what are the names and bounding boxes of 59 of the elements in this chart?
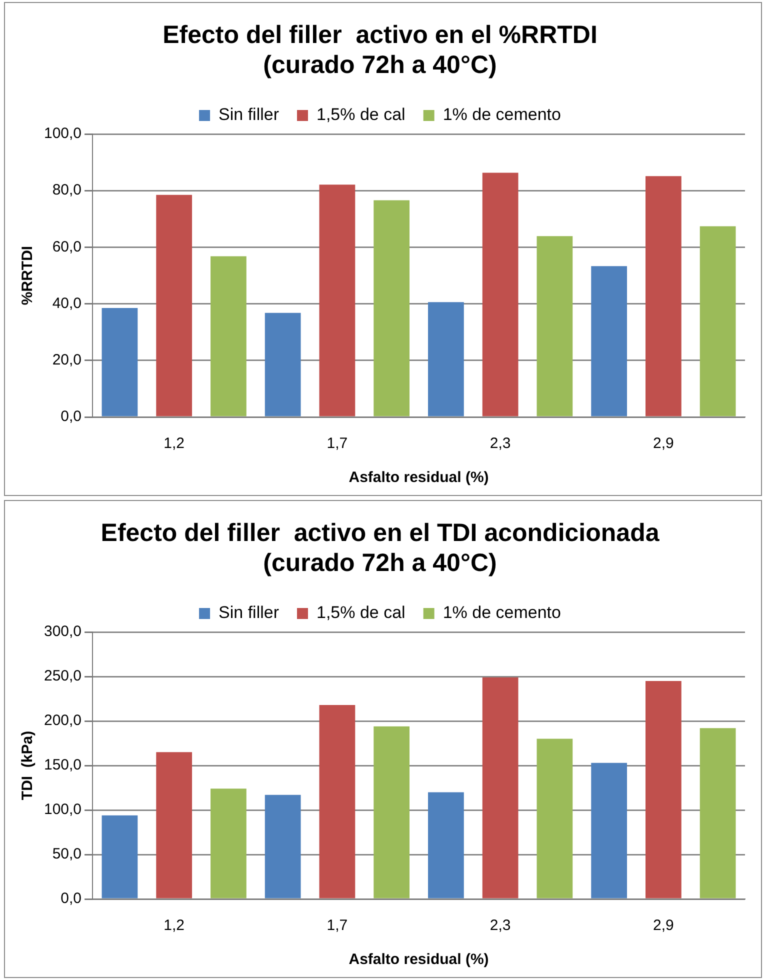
legend-label: Sin filler [218, 105, 280, 124]
y-tick-label: 50,0 [52, 846, 82, 863]
x-tick-label: 2,3 [490, 917, 511, 934]
x-tick-label: 1,2 [164, 435, 185, 452]
y-tick-label: 100,0 [44, 125, 82, 142]
bar [210, 256, 246, 416]
bar [591, 266, 628, 416]
y-tick-label: 0,0 [60, 408, 82, 426]
y-tick-label: 20,0 [52, 352, 82, 369]
bar [428, 302, 464, 416]
bar [319, 704, 356, 898]
x-tick-label: 2,9 [653, 917, 674, 934]
bar [428, 792, 464, 898]
bar [374, 200, 410, 416]
bar [536, 236, 573, 416]
x-axis-title: Asfalto residual (%) [348, 469, 489, 486]
x-tick-label: 2,9 [653, 435, 674, 452]
bar [482, 172, 518, 416]
bar [482, 677, 518, 898]
y-tick-label: 0,0 [60, 890, 82, 908]
legend-label: 1,5% de cal [316, 105, 406, 124]
bar [700, 226, 736, 416]
bar [264, 794, 301, 898]
text: (curado 72h a 40°C) [263, 548, 497, 577]
bar [536, 738, 573, 898]
legend-label: 1% de cemento [442, 105, 561, 124]
x-tick-label: 1,2 [164, 917, 185, 934]
y-axis-title: TDI (kPa) [19, 730, 36, 800]
bar [319, 184, 356, 416]
y-tick-label: 80,0 [52, 182, 82, 199]
y-axis-title: %RRTDI [19, 246, 36, 306]
bar [210, 788, 246, 898]
bar [646, 176, 682, 416]
text: (curado 72h a 40°C) [263, 50, 497, 79]
legend-label: Sin filler [218, 603, 280, 622]
y-tick-label: 200,0 [44, 712, 82, 730]
y-tick-label: 100,0 [44, 801, 82, 818]
y-tick-label: 40,0 [52, 294, 82, 312]
bar [102, 308, 138, 416]
y-tick-label: 250,0 [44, 668, 82, 685]
bar [156, 752, 192, 898]
bar [374, 726, 410, 898]
bar [102, 815, 138, 898]
bar [156, 194, 192, 416]
x-tick-label: 2,3 [490, 435, 511, 452]
x-tick-label: 1,7 [326, 435, 348, 452]
y-tick-label: 300,0 [44, 623, 82, 640]
bar [700, 728, 736, 898]
y-tick-label: 60,0 [52, 238, 82, 256]
bar [591, 762, 628, 898]
x-tick-label: 1,7 [326, 917, 348, 934]
legend-label: 1,5% de cal [316, 603, 406, 622]
text: Efecto del filler activo en el %RRTDI [162, 20, 598, 49]
x-axis-title: Asfalto residual (%) [348, 951, 489, 968]
bar [646, 680, 682, 898]
bar [264, 312, 301, 416]
y-tick-label: 150,0 [44, 756, 82, 774]
text: Efecto del filler activo en el TDI acondicionada [100, 518, 660, 547]
legend-label: 1% de cemento [442, 603, 561, 622]
